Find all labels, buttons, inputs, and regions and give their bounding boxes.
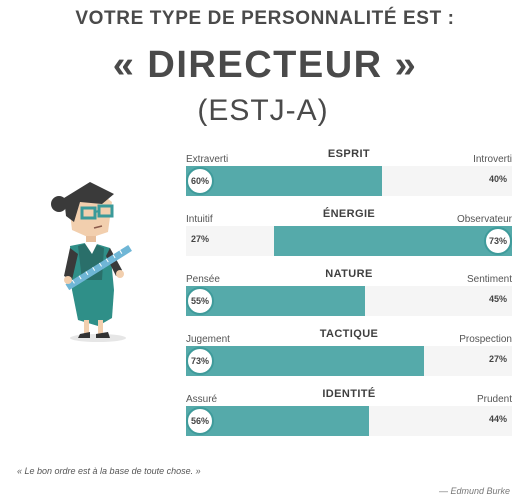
trait-right-percent: 73% xyxy=(484,227,512,255)
trait-row: NATURE Pensée Sentiment 55% 45% xyxy=(186,268,512,322)
quote-text: « Le bon ordre est à la base de toute ch… xyxy=(17,466,201,476)
trait-bar: 73% 27% xyxy=(186,346,512,376)
trait-row: TACTIQUE Jugement Prospection 73% 27% xyxy=(186,328,512,382)
trait-bar-fill xyxy=(186,286,365,316)
personality-type-code: (ESTJ-A) xyxy=(197,94,329,127)
personality-type-name: « DIRECTEUR » xyxy=(112,44,418,86)
result-pretitle: VOTRE TYPE DE PERSONNALITÉ EST : xyxy=(75,8,455,29)
trait-row: ESPRIT Extraverti Introverti 60% 40% xyxy=(186,148,512,202)
trait-left-label: Intuitif xyxy=(186,214,213,225)
trait-left-label: Extraverti xyxy=(186,154,229,165)
trait-right-percent: 45% xyxy=(488,294,507,304)
trait-left-percent: 60% xyxy=(186,167,214,195)
trait-right-label: Observateur xyxy=(456,214,512,225)
trait-left-percent: 27% xyxy=(190,234,209,244)
trait-row: ÉNERGIE Intuitif Observateur 27% 73% xyxy=(186,208,512,262)
trait-category: ESPRIT xyxy=(327,148,371,160)
quote-author: — Edmund Burke xyxy=(438,486,510,496)
trait-category: ÉNERGIE xyxy=(322,208,376,220)
trait-left-percent: 73% xyxy=(186,347,214,375)
trait-left-percent: 56% xyxy=(186,407,214,435)
trait-bar: 27% 73% xyxy=(186,226,512,256)
trait-right-percent: 40% xyxy=(488,174,507,184)
trait-bar-fill xyxy=(186,406,369,436)
trait-right-percent: 27% xyxy=(488,354,507,364)
director-character-illustration xyxy=(51,182,132,342)
trait-row: IDENTITÉ Assuré Prudent 56% 44% xyxy=(186,388,512,442)
trait-right-label: Introverti xyxy=(473,154,512,165)
trait-bar: 56% 44% xyxy=(186,406,512,436)
trait-category: IDENTITÉ xyxy=(322,388,376,400)
trait-category: NATURE xyxy=(325,268,373,280)
trait-right-percent: 44% xyxy=(488,414,507,424)
trait-right-label: Sentiment xyxy=(466,274,512,285)
trait-bar-fill xyxy=(274,226,512,256)
trait-right-label: Prospection xyxy=(459,334,512,345)
trait-left-percent: 55% xyxy=(186,287,214,315)
trait-bar: 60% 40% xyxy=(186,166,512,196)
trait-left-label: Jugement xyxy=(186,334,230,345)
trait-bar-fill xyxy=(186,166,382,196)
trait-right-label: Prudent xyxy=(476,394,512,405)
trait-left-label: Pensée xyxy=(186,274,220,285)
trait-bar: 55% 45% xyxy=(186,286,512,316)
trait-category: TACTIQUE xyxy=(319,328,379,340)
trait-left-label: Assuré xyxy=(186,394,218,405)
trait-bar-fill xyxy=(186,346,424,376)
